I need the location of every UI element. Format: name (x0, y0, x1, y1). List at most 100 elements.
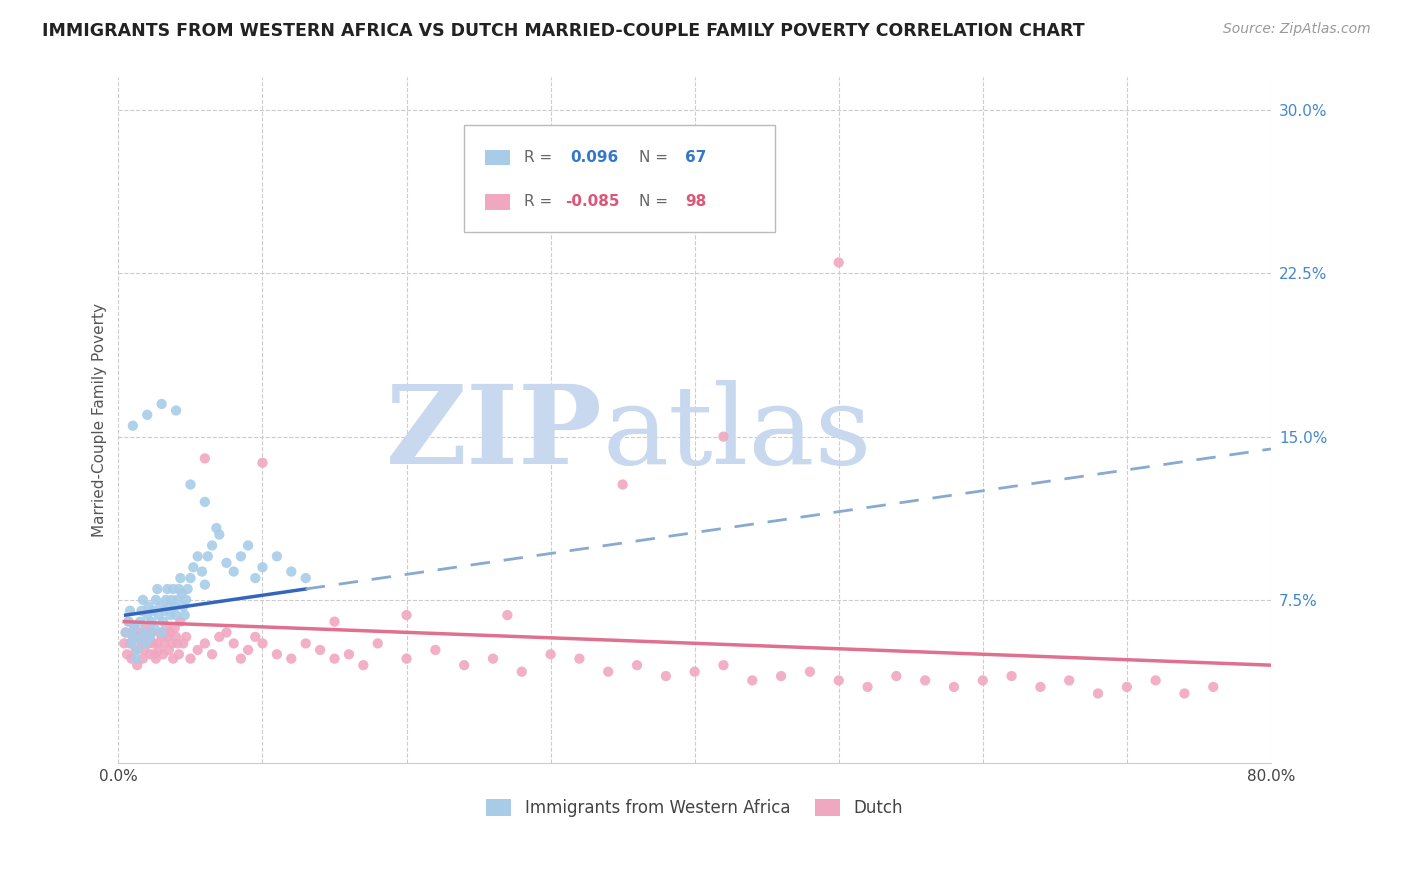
Point (135, 636, 157, 650)
Text: IMMIGRANTS FROM WESTERN AFRICA VS DUTCH MARRIED-COUPLE FAMILY POVERTY CORRELATIO: IMMIGRANTS FROM WESTERN AFRICA VS DUTCH … (42, 22, 1085, 40)
Point (197, 549, 219, 564)
Point (540, 648, 562, 662)
Point (1115, 680, 1137, 694)
Point (162, 651, 184, 665)
Point (155, 592, 177, 607)
Point (352, 658, 374, 673)
Point (160, 636, 183, 650)
Point (174, 630, 197, 644)
Point (1029, 680, 1052, 694)
Point (510, 665, 533, 679)
Point (141, 625, 163, 640)
Point (1144, 673, 1167, 688)
Point (245, 571, 267, 585)
Point (134, 643, 156, 657)
Point (943, 680, 966, 694)
Text: N =: N = (640, 194, 673, 210)
Point (208, 527, 231, 541)
Point (1202, 680, 1225, 694)
Point (170, 586, 193, 600)
Point (215, 625, 238, 640)
Point (367, 636, 389, 650)
Point (162, 582, 184, 596)
Point (266, 648, 288, 662)
Point (626, 658, 648, 673)
Point (245, 630, 267, 644)
Point (167, 648, 190, 662)
Point (309, 643, 332, 657)
Point (1173, 686, 1195, 700)
Point (172, 636, 194, 650)
Point (252, 560, 274, 574)
Text: Source: ZipAtlas.com: Source: ZipAtlas.com (1223, 22, 1371, 37)
Point (136, 408, 159, 422)
Point (153, 636, 176, 650)
Point (174, 592, 197, 607)
Point (201, 648, 224, 662)
Text: 67: 67 (686, 150, 707, 165)
Point (496, 608, 519, 623)
Text: R =: R = (524, 150, 557, 165)
Point (149, 625, 172, 640)
Point (183, 560, 205, 574)
Point (1057, 673, 1080, 688)
Point (205, 521, 228, 535)
Point (172, 599, 194, 614)
Point (169, 571, 191, 585)
Point (150, 630, 173, 644)
Bar (485, 194, 510, 210)
Point (136, 630, 159, 644)
Point (159, 625, 181, 640)
Point (128, 630, 150, 644)
Point (799, 665, 821, 679)
Point (337, 648, 360, 662)
Text: 0.096: 0.096 (571, 150, 619, 165)
Point (191, 565, 214, 579)
Point (139, 630, 162, 644)
Point (150, 625, 173, 640)
Point (152, 615, 174, 629)
Point (856, 680, 879, 694)
Point (124, 621, 146, 635)
Point (150, 397, 173, 411)
Point (153, 604, 176, 618)
Point (131, 636, 153, 650)
Point (598, 665, 620, 679)
Point (179, 651, 201, 665)
Text: N =: N = (640, 150, 673, 165)
Point (222, 636, 245, 650)
Point (143, 621, 166, 635)
Point (139, 648, 162, 662)
Point (138, 636, 160, 650)
Point (135, 621, 157, 635)
Point (117, 615, 139, 629)
Point (770, 669, 793, 683)
Point (323, 615, 346, 629)
Point (143, 648, 166, 662)
Point (568, 651, 591, 665)
Point (236, 538, 259, 552)
Point (201, 538, 224, 552)
Point (114, 625, 136, 640)
Point (138, 599, 160, 614)
Point (395, 608, 418, 623)
Point (741, 673, 763, 688)
Point (160, 592, 183, 607)
Legend: Immigrants from Western Africa, Dutch: Immigrants from Western Africa, Dutch (479, 792, 910, 823)
Text: ZIP: ZIP (385, 381, 603, 488)
Point (482, 651, 505, 665)
Point (173, 608, 195, 623)
Point (127, 658, 149, 673)
Point (156, 630, 179, 644)
Text: atlas: atlas (603, 381, 872, 488)
Point (120, 636, 142, 650)
Point (252, 636, 274, 650)
Text: 98: 98 (686, 194, 707, 210)
Point (125, 651, 148, 665)
Point (914, 673, 936, 688)
Point (148, 608, 170, 623)
Point (121, 630, 143, 644)
Point (166, 592, 188, 607)
Point (155, 621, 177, 635)
Point (163, 621, 186, 635)
